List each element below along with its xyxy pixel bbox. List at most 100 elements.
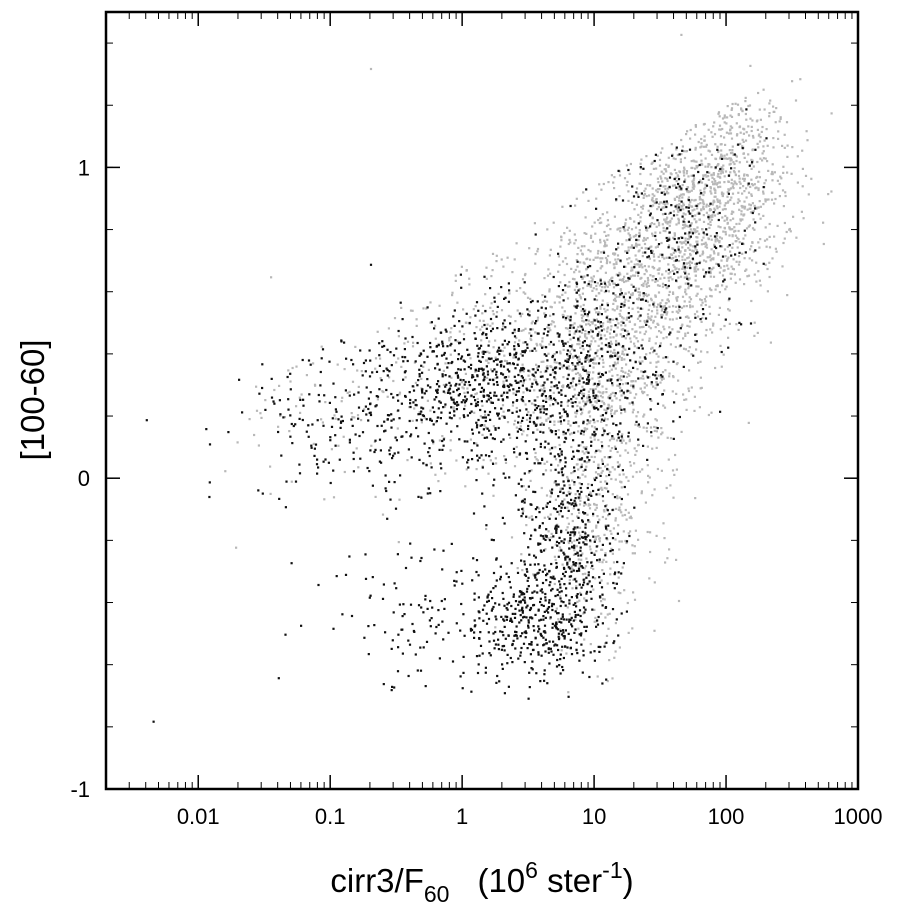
data-point xyxy=(538,389,541,392)
data-point xyxy=(536,316,540,319)
data-point xyxy=(466,391,469,394)
data-point xyxy=(596,619,599,622)
data-point xyxy=(555,361,558,364)
data-point xyxy=(633,263,636,266)
data-point xyxy=(570,513,573,516)
data-point xyxy=(650,162,653,165)
data-point xyxy=(595,288,598,291)
data-point xyxy=(402,378,405,381)
data-point xyxy=(412,401,415,404)
data-point xyxy=(473,332,476,335)
data-point xyxy=(569,531,572,534)
data-point xyxy=(593,538,597,541)
data-point xyxy=(550,447,554,450)
data-point xyxy=(461,325,464,328)
data-point xyxy=(485,622,489,625)
data-point xyxy=(620,358,623,361)
data-point xyxy=(468,321,471,325)
data-point xyxy=(642,194,646,197)
data-point xyxy=(661,273,664,276)
data-point xyxy=(676,337,679,340)
data-point xyxy=(488,652,491,655)
data-point xyxy=(339,421,343,424)
data-point xyxy=(755,207,758,210)
data-point xyxy=(521,606,524,609)
data-point xyxy=(458,342,461,345)
data-point xyxy=(543,669,546,672)
data-point xyxy=(750,167,753,170)
data-point xyxy=(682,264,685,267)
data-point xyxy=(595,524,598,527)
data-point xyxy=(533,554,536,557)
data-point xyxy=(602,499,605,503)
data-point xyxy=(638,315,641,318)
data-point xyxy=(338,458,341,461)
data-point xyxy=(525,568,528,571)
data-point xyxy=(764,263,767,266)
data-point xyxy=(718,205,721,208)
data-point xyxy=(443,405,447,408)
data-point xyxy=(616,307,619,310)
data-point xyxy=(702,268,705,271)
data-point xyxy=(442,406,445,409)
data-point xyxy=(552,603,555,606)
data-point xyxy=(502,644,506,648)
data-point xyxy=(668,548,671,551)
data-point xyxy=(462,333,466,336)
data-point xyxy=(750,162,753,165)
data-point xyxy=(683,300,686,303)
data-point xyxy=(641,390,644,393)
data-point xyxy=(699,387,702,390)
data-point xyxy=(452,398,455,401)
data-point xyxy=(557,464,560,467)
data-point xyxy=(514,634,517,637)
data-point xyxy=(575,641,578,644)
data-point xyxy=(515,631,518,634)
data-point xyxy=(743,257,746,260)
data-point xyxy=(618,464,621,467)
data-point xyxy=(770,198,774,201)
data-point xyxy=(717,225,720,228)
data-point xyxy=(734,154,738,157)
data-point xyxy=(561,306,564,309)
data-point xyxy=(637,287,640,290)
data-point xyxy=(692,228,695,231)
data-point xyxy=(596,395,599,398)
data-point xyxy=(574,615,577,619)
data-point xyxy=(747,191,751,194)
data-point xyxy=(494,457,497,460)
data-point xyxy=(577,289,580,292)
data-point xyxy=(623,227,626,230)
data-point xyxy=(609,449,612,452)
data-point xyxy=(479,390,482,393)
data-point xyxy=(745,268,748,271)
data-point xyxy=(634,287,638,290)
data-point xyxy=(554,558,557,562)
data-point xyxy=(515,634,518,637)
data-point xyxy=(721,171,724,174)
data-point xyxy=(608,407,611,410)
data-point xyxy=(481,404,484,407)
data-point xyxy=(361,374,364,377)
data-point xyxy=(578,376,581,380)
data-point xyxy=(380,461,383,464)
data-point xyxy=(671,247,674,250)
data-point xyxy=(586,284,589,287)
data-point xyxy=(462,308,465,311)
data-point xyxy=(437,416,440,419)
data-point xyxy=(733,226,736,229)
data-point xyxy=(753,334,756,337)
data-point xyxy=(598,493,601,496)
data-point xyxy=(645,195,648,198)
data-point xyxy=(685,262,688,265)
data-point xyxy=(606,680,609,683)
data-point xyxy=(601,469,604,473)
data-point xyxy=(729,272,732,275)
data-point xyxy=(598,357,601,360)
data-point xyxy=(454,339,457,342)
data-point xyxy=(568,318,571,321)
data-point xyxy=(597,376,600,379)
data-point xyxy=(728,234,731,237)
data-point xyxy=(328,401,331,404)
data-point xyxy=(593,553,596,556)
